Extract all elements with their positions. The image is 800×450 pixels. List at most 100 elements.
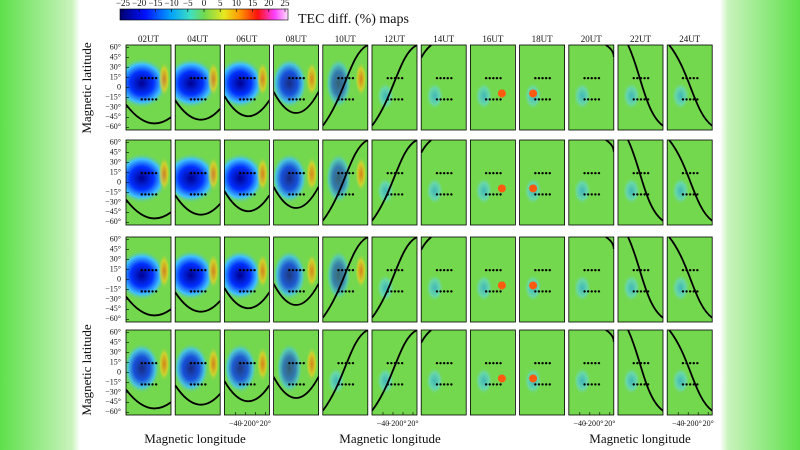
station-dot: [534, 193, 537, 196]
station-dot: [696, 290, 699, 293]
terminator-line: [668, 140, 713, 222]
station-dot: [632, 171, 635, 175]
station-dot: [249, 268, 253, 272]
terminator-line: [372, 330, 417, 412]
station-dot: [495, 193, 499, 196]
station-dot: [242, 98, 245, 101]
station-dot: [534, 290, 537, 293]
station-dot: [632, 98, 635, 101]
panel-frame: [371, 236, 418, 323]
station-dot: [688, 383, 692, 386]
panel-content: [175, 140, 221, 225]
station-dot: [337, 98, 340, 101]
station-dot: [348, 98, 351, 101]
terminator-line: [322, 330, 368, 412]
map-panel: [420, 139, 467, 226]
station-dot: [446, 193, 449, 196]
station-dot: [646, 98, 650, 101]
station-dot: [548, 383, 551, 386]
station-dot: [302, 290, 305, 293]
negative-anomaly: [273, 152, 308, 204]
terminator-line: [627, 45, 663, 127]
y-tick-label: −60°: [105, 314, 121, 323]
station-dot: [393, 268, 397, 272]
station-dot: [636, 98, 639, 101]
station-dot: [590, 76, 593, 80]
y-axis-label: Magnetic latitude: [79, 324, 94, 416]
station-dot: [242, 383, 245, 386]
x-tick-label: 0°: [252, 419, 259, 428]
station-dot: [348, 383, 351, 386]
station-dot: [193, 383, 196, 386]
terminator-line: [627, 330, 663, 412]
panel-content: [372, 330, 417, 415]
station-dot: [151, 290, 154, 293]
station-dot: [692, 268, 695, 272]
station-dot: [144, 98, 147, 101]
column-label: 24UT: [679, 34, 700, 44]
y-tick-label: 15°: [110, 72, 121, 81]
panel-content: [224, 237, 270, 322]
panel-content: [519, 140, 565, 225]
station-dot: [541, 98, 544, 101]
x-tick-label: −40: [574, 419, 587, 428]
station-dot: [537, 290, 541, 293]
map-panel: [322, 44, 369, 131]
map-panel: [666, 139, 713, 226]
station-dot: [646, 76, 650, 80]
y-tick-label: −30°: [105, 102, 121, 111]
station-dot: [348, 290, 351, 293]
y-tick-label: −60°: [105, 217, 121, 226]
positive-anomaly: [207, 156, 220, 192]
colorbar-tick-label: −15: [148, 0, 163, 8]
y-tick-label: 15°: [110, 167, 121, 176]
x-axis-label: Magnetic longitude: [339, 431, 441, 446]
map-panel: [420, 236, 467, 323]
station-dot: [386, 383, 389, 386]
station-dot: [488, 268, 491, 272]
station-dot: [397, 383, 400, 386]
station-dot: [348, 171, 351, 175]
station-dot: [348, 361, 351, 365]
terminator-line: [322, 140, 368, 222]
station-dot: [685, 171, 688, 175]
positive-anomaly: [256, 61, 269, 97]
panel-content: [667, 45, 713, 130]
station-dot: [446, 361, 449, 365]
station-dot: [291, 268, 295, 272]
x-tick-label: −20: [387, 419, 400, 428]
station-dot: [298, 268, 302, 272]
panel-frame: [666, 139, 713, 226]
map-panel: [420, 44, 467, 131]
weak-anomaly: [573, 367, 592, 395]
station-dot: [548, 171, 551, 175]
station-dot: [147, 171, 151, 175]
station-dot: [450, 171, 453, 175]
map-panel: [519, 44, 565, 131]
station-dot: [189, 76, 193, 80]
station-dot: [632, 383, 635, 386]
station-dot: [302, 193, 305, 196]
station-dot: [492, 193, 495, 196]
station-dot: [442, 361, 446, 365]
negative-anomaly: [224, 249, 263, 301]
terminator-line: [224, 380, 270, 403]
station-dot: [337, 193, 340, 196]
panel-frame: [420, 236, 467, 323]
station-dot: [288, 268, 291, 272]
station-dot: [681, 290, 685, 293]
station-dot: [154, 361, 158, 365]
station-dot: [646, 290, 650, 293]
station-dot: [204, 76, 207, 80]
station-dot: [639, 76, 643, 80]
terminator-line: [126, 295, 171, 317]
station-dot: [340, 268, 344, 272]
station-dot: [337, 268, 340, 272]
map-panel: [273, 139, 320, 226]
station-dot: [544, 290, 548, 293]
station-dot: [288, 76, 291, 80]
station-dot: [435, 290, 439, 293]
station-dot: [397, 76, 400, 80]
station-dot: [692, 361, 695, 365]
terminator-line: [322, 237, 368, 319]
